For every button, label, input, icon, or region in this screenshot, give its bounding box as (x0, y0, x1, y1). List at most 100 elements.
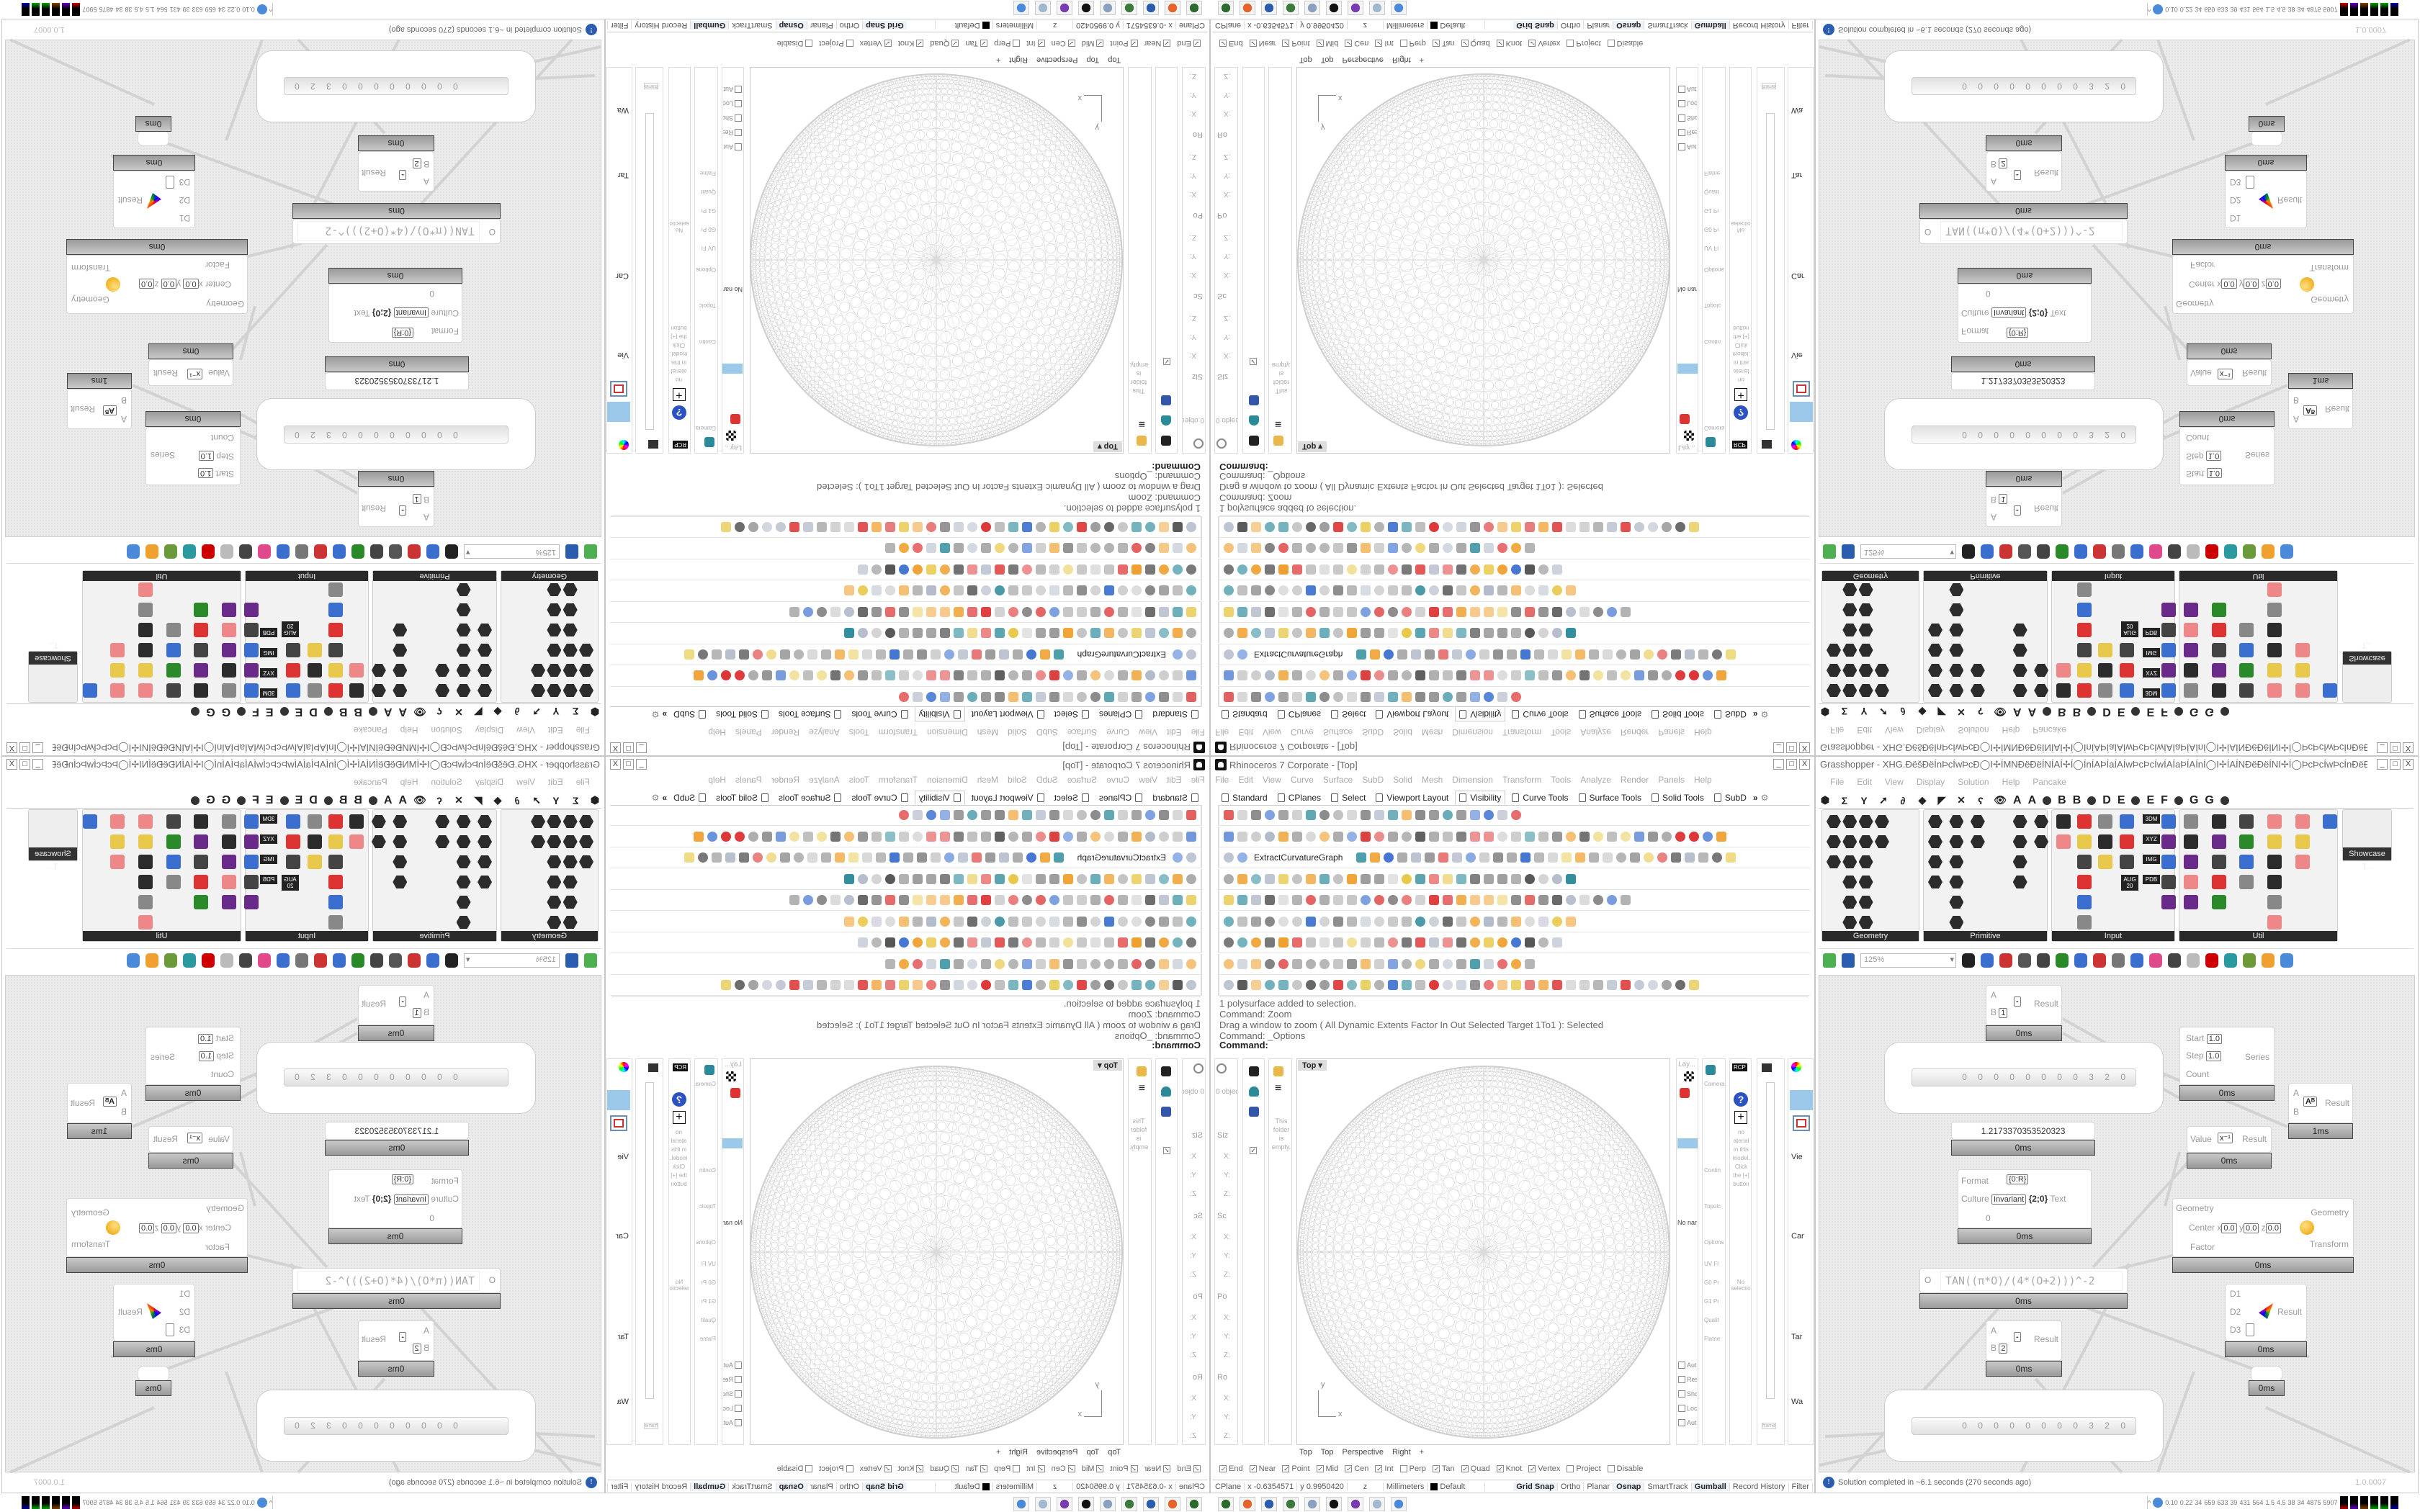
toolbar-tool-icon[interactable] (1173, 980, 1183, 990)
toolbar-tool-icon[interactable] (1039, 852, 1050, 863)
culture-value[interactable]: Invariant (1991, 1194, 2027, 1205)
menu-surface[interactable]: Surface (1322, 775, 1353, 785)
toolbar-tool-icon[interactable] (885, 895, 895, 905)
toolbar-tool-icon[interactable] (930, 852, 941, 863)
property-section[interactable]: Siz (1217, 1131, 1229, 1140)
toolbar-tool-icon[interactable] (1022, 895, 1032, 905)
toolbar-tool-icon[interactable] (954, 831, 964, 842)
menu-help[interactable]: Help (1693, 775, 1712, 785)
toolbar-tool-icon[interactable] (1063, 831, 1073, 842)
osnap-knot[interactable]: ✓ Knot (1496, 1464, 1522, 1473)
toolbar-tool-icon[interactable] (1104, 831, 1114, 842)
toolbar-tool-icon[interactable] (1402, 958, 1412, 969)
toolbar-tool-icon[interactable] (1429, 895, 1439, 905)
toolbar-tool-icon[interactable] (1511, 810, 1521, 820)
menu-tools[interactable]: Tools (1551, 775, 1572, 785)
component-icon[interactable] (1842, 896, 1857, 909)
toolbar-tool-icon[interactable] (1224, 852, 1234, 863)
toolbar-tool-icon[interactable] (844, 916, 854, 927)
toolbar-tool-icon[interactable] (1008, 958, 1018, 969)
toolbar-tool-icon[interactable] (899, 980, 909, 990)
gh-menu-display[interactable]: Display (1916, 777, 1945, 787)
component-icon[interactable] (2239, 834, 2254, 849)
layer-option-checkbox[interactable]: Aut (1678, 1362, 1697, 1369)
toolbar-tool-icon[interactable] (1361, 937, 1371, 948)
toolbar-tool-icon[interactable] (1104, 916, 1114, 927)
toolbar-tool-icon[interactable] (1443, 937, 1453, 948)
output-result[interactable]: Result (2242, 1134, 2267, 1144)
toolbar-tool-icon[interactable] (1579, 895, 1590, 905)
toolbar-tool-icon[interactable] (985, 852, 995, 863)
taskbar-app-icon[interactable] (1369, 1497, 1385, 1511)
menu-view[interactable]: View (1263, 775, 1281, 785)
toolbar-tool-icon[interactable] (1374, 980, 1384, 990)
component-icon[interactable] (2211, 895, 2226, 909)
toolbar-tool-icon[interactable] (1443, 810, 1453, 820)
menu-analyze[interactable]: Analyze (1580, 775, 1611, 785)
toolbar-tool-icon[interactable] (967, 958, 977, 969)
toolbar-tool-icon[interactable] (1456, 895, 1466, 905)
toolbar-tool-icon[interactable] (1049, 980, 1059, 990)
gh-tab-icon[interactable]: ✕ (1957, 794, 1966, 806)
toolbar-tool-icon[interactable] (1630, 852, 1641, 863)
toolbar-tool-icon[interactable] (1173, 810, 1183, 820)
input-param-icon[interactable]: 3DM (2143, 814, 2160, 824)
toolbar-tool-icon[interactable] (1063, 937, 1073, 948)
gh-tab-a[interactable]: A (2027, 793, 2037, 806)
input-b[interactable]: B 1 (1991, 1007, 2008, 1018)
toolbar-tool-icon[interactable] (1456, 980, 1466, 990)
toolbar-tool-icon[interactable] (834, 852, 845, 863)
toolbar-tool-icon[interactable] (725, 852, 735, 863)
osnap-int[interactable]: ✓ Int (1375, 1464, 1394, 1473)
toolbar-tool-icon[interactable] (1131, 916, 1142, 927)
toolbar-tool-icon[interactable] (762, 980, 772, 990)
toggle-record-history[interactable]: Record History (1730, 1482, 1789, 1491)
toolbar-tool-icon[interactable] (766, 852, 776, 863)
toolbar-tool-icon[interactable] (1425, 852, 1435, 863)
toolbar-tool-icon[interactable] (1049, 810, 1059, 820)
toolbar-tool-icon[interactable] (1484, 873, 1494, 884)
number-slider[interactable]: 0 0 0 0 0 0 0 0 3 2 0 (1912, 1068, 2136, 1086)
reciprocal-component[interactable]: Value x⁻¹ Result (2187, 1126, 2272, 1153)
component-icon[interactable] (1949, 815, 1964, 828)
tab-curve-tools[interactable]: Curve Tools (848, 791, 911, 804)
toolbar-tool-icon[interactable] (1443, 916, 1453, 927)
component-icon[interactable] (2239, 814, 2254, 829)
toolbar-tool-icon[interactable] (1662, 831, 1672, 842)
toolbar-tool-icon[interactable] (1566, 895, 1576, 905)
toolbar-tool-icon[interactable] (803, 895, 813, 905)
panel-label[interactable]: Input (2052, 931, 2174, 941)
component-icon[interactable] (1858, 876, 1873, 888)
toolbar-tool-icon[interactable] (1118, 873, 1128, 884)
property-section[interactable]: Sc (1217, 1212, 1227, 1220)
checkbox[interactable]: ✓ (1219, 1465, 1227, 1472)
toolbar-tool-icon[interactable] (1224, 937, 1234, 948)
tab-surface-tools[interactable]: Surface Tools (775, 791, 846, 804)
help-icon[interactable]: ? (1734, 1092, 1748, 1107)
toolbar-tool-icon[interactable] (954, 895, 964, 905)
toolbar-tool-icon[interactable] (1036, 958, 1046, 969)
toolbar-tool-icon[interactable] (1237, 958, 1247, 969)
toolbar-tool-icon[interactable] (926, 810, 936, 820)
toolbar-tool-icon[interactable] (1278, 958, 1289, 969)
toolbar-tool-icon[interactable] (803, 831, 813, 842)
toolbar-tool-icon[interactable] (1466, 852, 1476, 863)
gh-menu-pancake[interactable]: Pancake (2033, 777, 2066, 787)
gear-icon[interactable]: ⚙ (1760, 792, 1769, 803)
toolbar-tool-icon[interactable] (1145, 895, 1155, 905)
toggle-osnap[interactable]: Osnap (1613, 1482, 1645, 1491)
component-icon[interactable] (2323, 814, 2338, 829)
toolbar-tool-icon[interactable] (1497, 895, 1507, 905)
toolbar-tool-icon[interactable] (1675, 980, 1685, 990)
viewport-top[interactable]: Top ▾ x y (1296, 1058, 1670, 1445)
input-step[interactable]: Step 1.0 (2186, 1050, 2222, 1061)
toolbar-tool-icon[interactable] (1224, 873, 1234, 884)
tab-visibility[interactable]: Visibility (1455, 791, 1506, 805)
toolbar-tool-icon[interactable] (981, 810, 991, 820)
canvas-tool-icon[interactable] (2112, 953, 2125, 968)
toolbar-tool-icon[interactable] (1145, 810, 1155, 820)
toolbar-tool-icon[interactable] (902, 852, 913, 863)
toolbar-tool-icon[interactable] (1388, 895, 1398, 905)
toolbar-tool-icon[interactable] (1237, 852, 1247, 863)
input-d3-box[interactable] (2246, 1323, 2254, 1336)
